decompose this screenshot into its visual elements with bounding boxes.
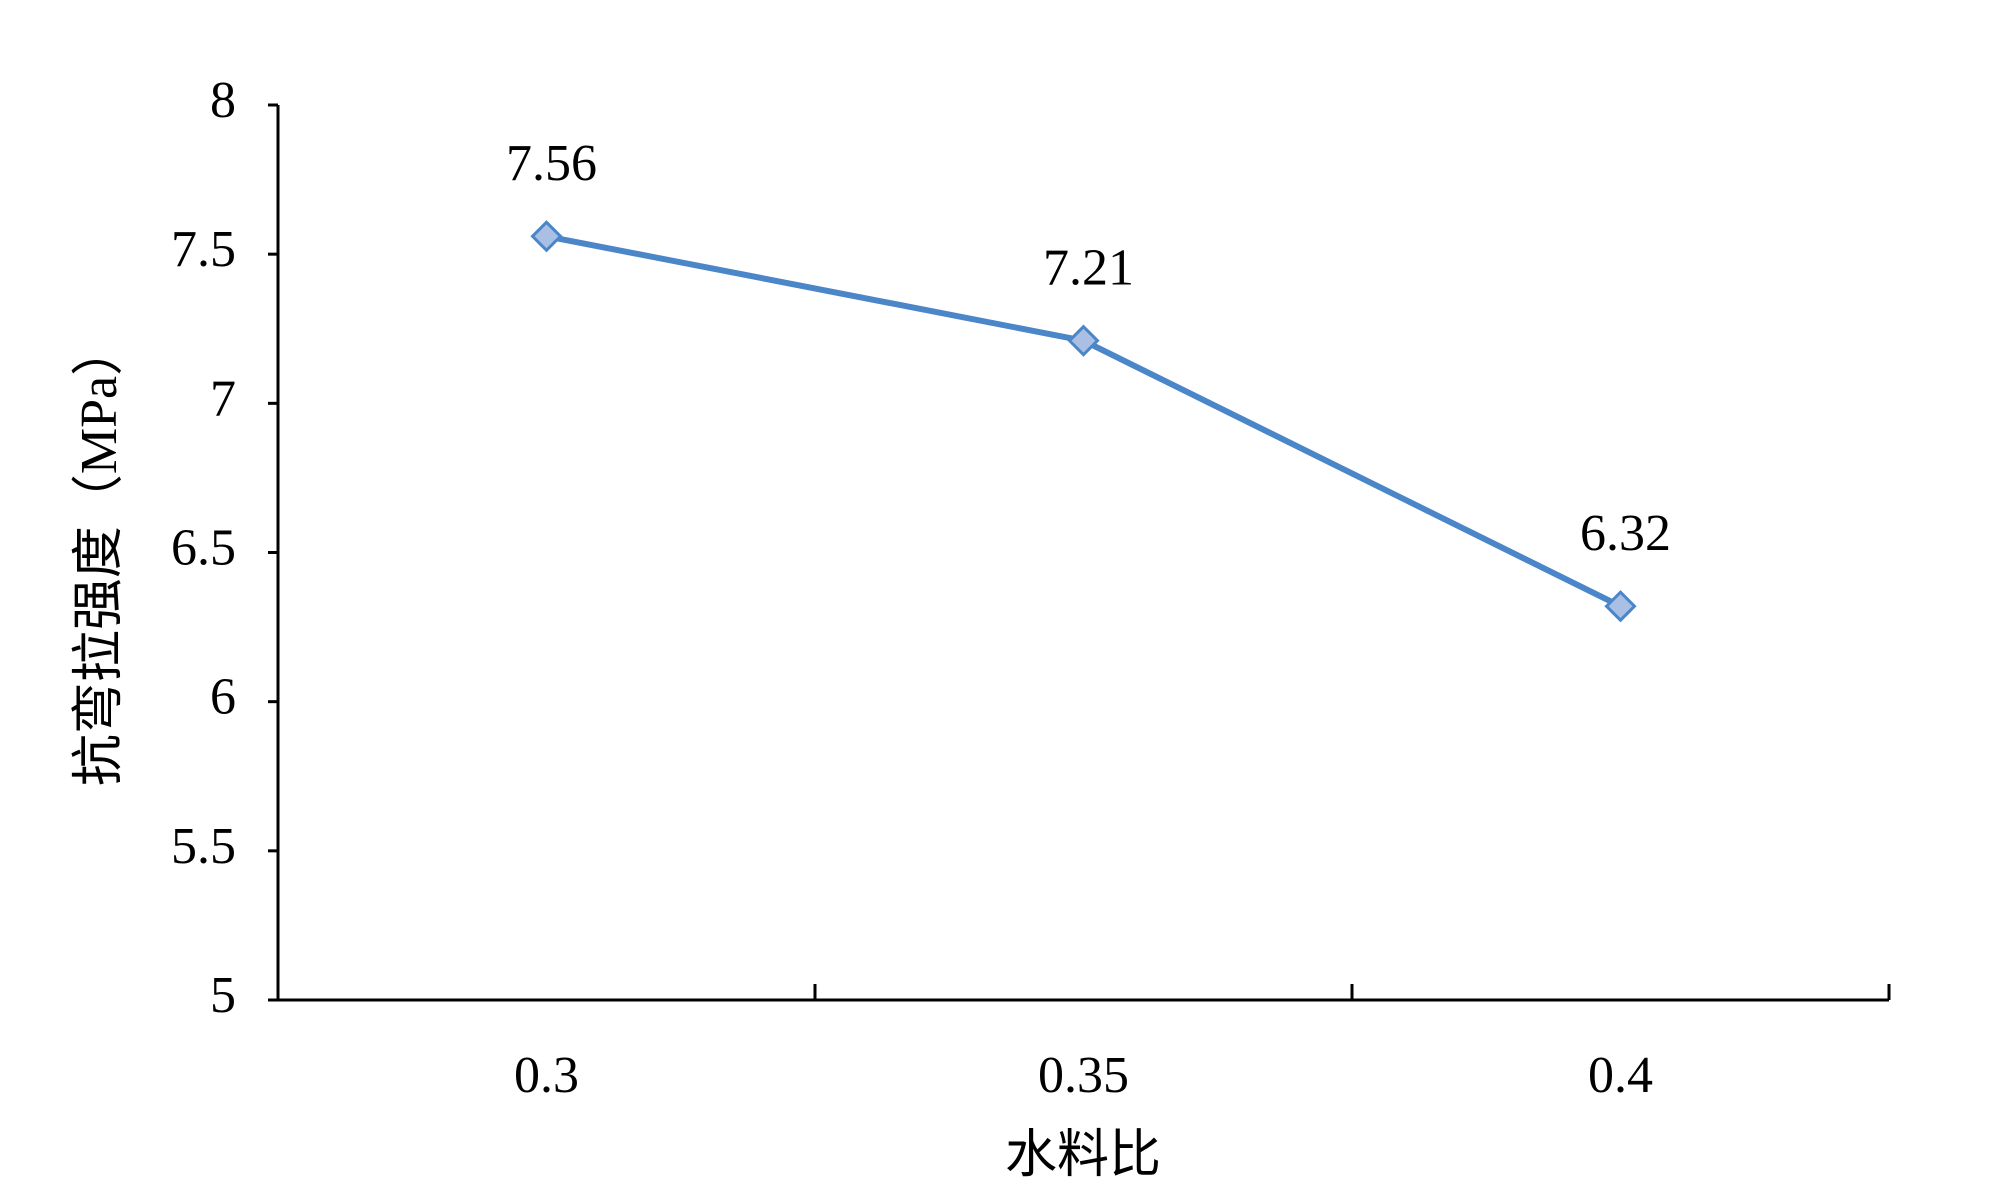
- x-tick-label: 0.35: [1038, 1047, 1129, 1104]
- data-marker: [530, 220, 563, 253]
- y-tick-label: 5: [210, 967, 236, 1024]
- data-marker: [1604, 590, 1637, 623]
- data-label: 7.21: [1043, 240, 1134, 297]
- x-axis-title: 水料比: [1005, 1127, 1161, 1184]
- x-tick-label: 0.3: [514, 1047, 579, 1104]
- data-label: 7.56: [506, 135, 597, 192]
- y-tick-label: 5.5: [171, 818, 236, 875]
- x-tick-label: 0.4: [1588, 1047, 1653, 1104]
- y-tick-label: 7: [210, 370, 236, 427]
- data-label: 6.32: [1580, 505, 1671, 562]
- y-tick-label: 6.5: [171, 519, 236, 576]
- y-axis-title: 抗弯拉强度（MPa）: [70, 324, 128, 786]
- y-tick-label: 6: [210, 669, 236, 726]
- y-tick-label: 7.5: [171, 221, 236, 278]
- y-tick-label: 8: [210, 72, 236, 129]
- data-marker: [1067, 324, 1100, 357]
